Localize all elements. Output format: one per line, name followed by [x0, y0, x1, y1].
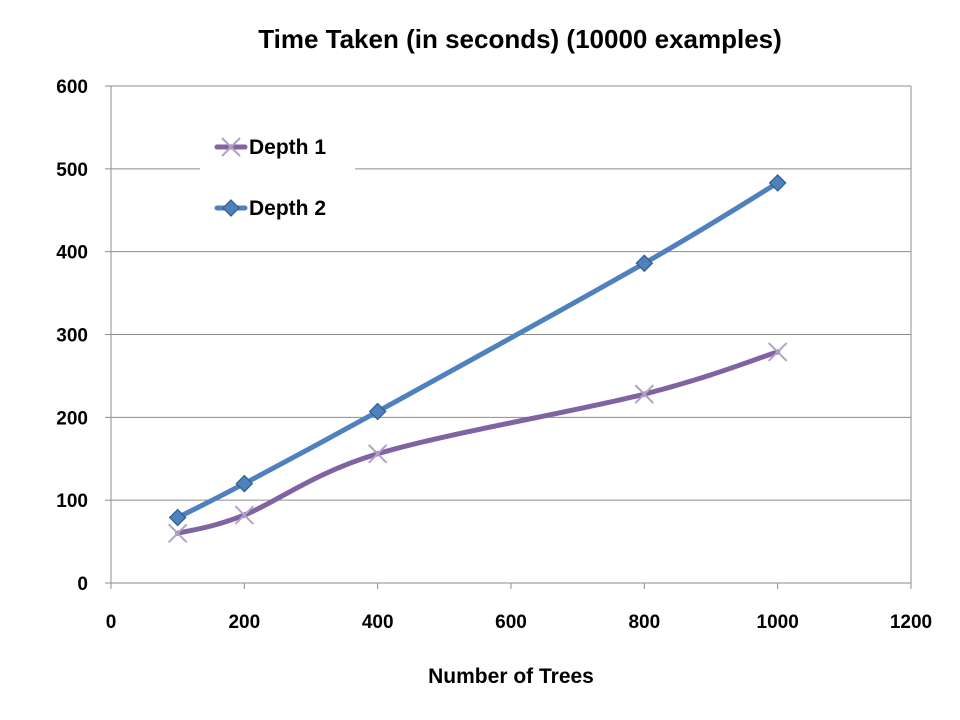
- legend-marker-depth-2: [222, 199, 240, 217]
- point-depth-1-100-stroke-b: [167, 523, 188, 544]
- series-line-depth-1: [175, 349, 781, 536]
- point-depth-1-200-stroke-b: [234, 505, 255, 525]
- x-axis-label: Number of Trees: [428, 665, 594, 688]
- legend-item-depth-1: Depth 1: [214, 136, 326, 159]
- y-tick-label-0: 0: [77, 574, 88, 595]
- x-tick-label-1000: 1000: [757, 612, 799, 633]
- point-depth-1-200: [234, 505, 255, 525]
- y-tick-label-200: 200: [56, 408, 88, 429]
- y-axis-ticks: 0 100 200 300 400 500 600: [56, 77, 111, 595]
- legend-marker-depth-1-stroke-b: [221, 137, 241, 157]
- point-depth-1-800: [634, 384, 655, 404]
- point-depth-2-100: [168, 508, 187, 527]
- point-depth-1-100: [167, 523, 188, 544]
- x-axis-ticks: 0 200 400 600 800 1000 1200: [106, 583, 932, 633]
- y-tick-label-400: 400: [56, 243, 88, 264]
- point-depth-2-200: [235, 474, 254, 493]
- point-depth-1-800-stroke-b: [634, 384, 655, 404]
- series-depth-2: [168, 174, 787, 527]
- x-tick-label-400: 400: [362, 612, 394, 633]
- legend-label-depth-1: Depth 1: [249, 136, 326, 159]
- y-tick-label-500: 500: [56, 160, 88, 181]
- point-depth-1-1000-stroke-b: [767, 342, 788, 362]
- x-tick-label-200: 200: [228, 612, 260, 633]
- series-group: [167, 174, 788, 544]
- point-depth-1-400: [367, 444, 388, 464]
- x-tick-label-800: 800: [628, 612, 660, 633]
- point-depth-2-400: [368, 402, 387, 421]
- series-depth-1: [167, 342, 788, 544]
- y-tick-label-300: 300: [56, 326, 88, 347]
- chart-title: Time Taken (in seconds) (10000 examples): [258, 24, 782, 54]
- point-depth-2-1000: [768, 174, 787, 192]
- x-tick-label-0: 0: [106, 612, 117, 633]
- point-depth-2-800: [635, 254, 654, 273]
- legend: Depth 1 Depth 2: [200, 126, 355, 240]
- y-tick-label-600: 600: [56, 77, 88, 98]
- legend-item-depth-2: Depth 2: [214, 197, 326, 220]
- x-tick-label-600: 600: [495, 612, 527, 633]
- legend-label-depth-2: Depth 2: [249, 197, 326, 220]
- y-tick-label-100: 100: [56, 491, 88, 512]
- x-tick-label-1200: 1200: [890, 612, 932, 633]
- point-depth-1-1000: [767, 342, 788, 362]
- point-depth-1-400-stroke-b: [367, 444, 388, 464]
- legend-marker-depth-1: [221, 137, 241, 157]
